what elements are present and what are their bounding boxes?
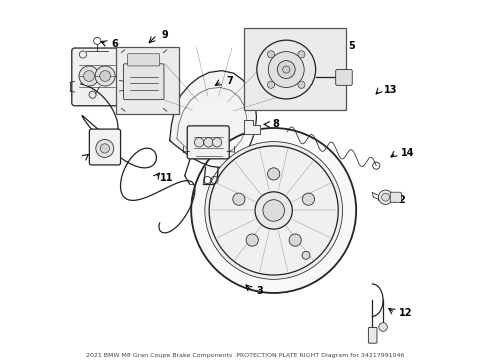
Circle shape	[268, 51, 274, 58]
Circle shape	[298, 51, 305, 58]
Polygon shape	[170, 71, 256, 167]
Circle shape	[378, 190, 393, 204]
Text: 10: 10	[90, 152, 103, 162]
Circle shape	[205, 141, 343, 279]
Circle shape	[96, 139, 114, 157]
FancyBboxPatch shape	[128, 54, 160, 66]
Circle shape	[100, 71, 111, 81]
Circle shape	[382, 193, 390, 201]
Circle shape	[100, 144, 109, 153]
Circle shape	[233, 193, 245, 205]
Circle shape	[84, 71, 95, 81]
Polygon shape	[245, 120, 260, 134]
Circle shape	[302, 251, 310, 259]
Circle shape	[212, 138, 221, 147]
FancyBboxPatch shape	[336, 69, 352, 85]
Circle shape	[269, 51, 304, 87]
Text: 1: 1	[309, 197, 315, 207]
Circle shape	[95, 66, 115, 86]
Circle shape	[246, 234, 258, 246]
Text: 5: 5	[348, 41, 355, 50]
FancyBboxPatch shape	[72, 48, 122, 106]
Text: 13: 13	[384, 85, 397, 95]
Text: 7: 7	[226, 76, 233, 86]
Circle shape	[195, 138, 204, 147]
Circle shape	[298, 81, 305, 88]
Circle shape	[204, 138, 213, 147]
Text: 2021 BMW M8 Gran Coupe Brake Components  PROTECTION PLATE RIGHT Diagram for 3421: 2021 BMW M8 Gran Coupe Brake Components …	[86, 353, 404, 358]
Circle shape	[263, 200, 285, 221]
Text: 12: 12	[399, 308, 413, 318]
Text: 8: 8	[272, 120, 279, 129]
FancyBboxPatch shape	[187, 126, 229, 159]
FancyBboxPatch shape	[123, 64, 164, 100]
FancyBboxPatch shape	[368, 327, 377, 343]
Text: 6: 6	[111, 39, 118, 49]
FancyBboxPatch shape	[390, 192, 401, 202]
Circle shape	[302, 193, 315, 205]
Circle shape	[283, 66, 290, 73]
Text: 4: 4	[283, 96, 290, 106]
Text: 3: 3	[256, 286, 263, 296]
Bar	[116, 47, 179, 114]
Bar	[245, 28, 346, 110]
Circle shape	[79, 66, 99, 86]
Text: 11: 11	[160, 173, 173, 183]
FancyBboxPatch shape	[89, 129, 121, 165]
Circle shape	[268, 168, 280, 180]
Circle shape	[379, 323, 388, 331]
Circle shape	[255, 192, 293, 229]
Circle shape	[191, 128, 356, 293]
Circle shape	[209, 146, 338, 275]
Circle shape	[277, 60, 295, 78]
Circle shape	[257, 40, 316, 99]
Text: 14: 14	[401, 148, 414, 158]
Text: 2: 2	[398, 195, 405, 205]
Circle shape	[268, 81, 274, 88]
Circle shape	[289, 234, 301, 246]
Text: 9: 9	[161, 30, 168, 40]
